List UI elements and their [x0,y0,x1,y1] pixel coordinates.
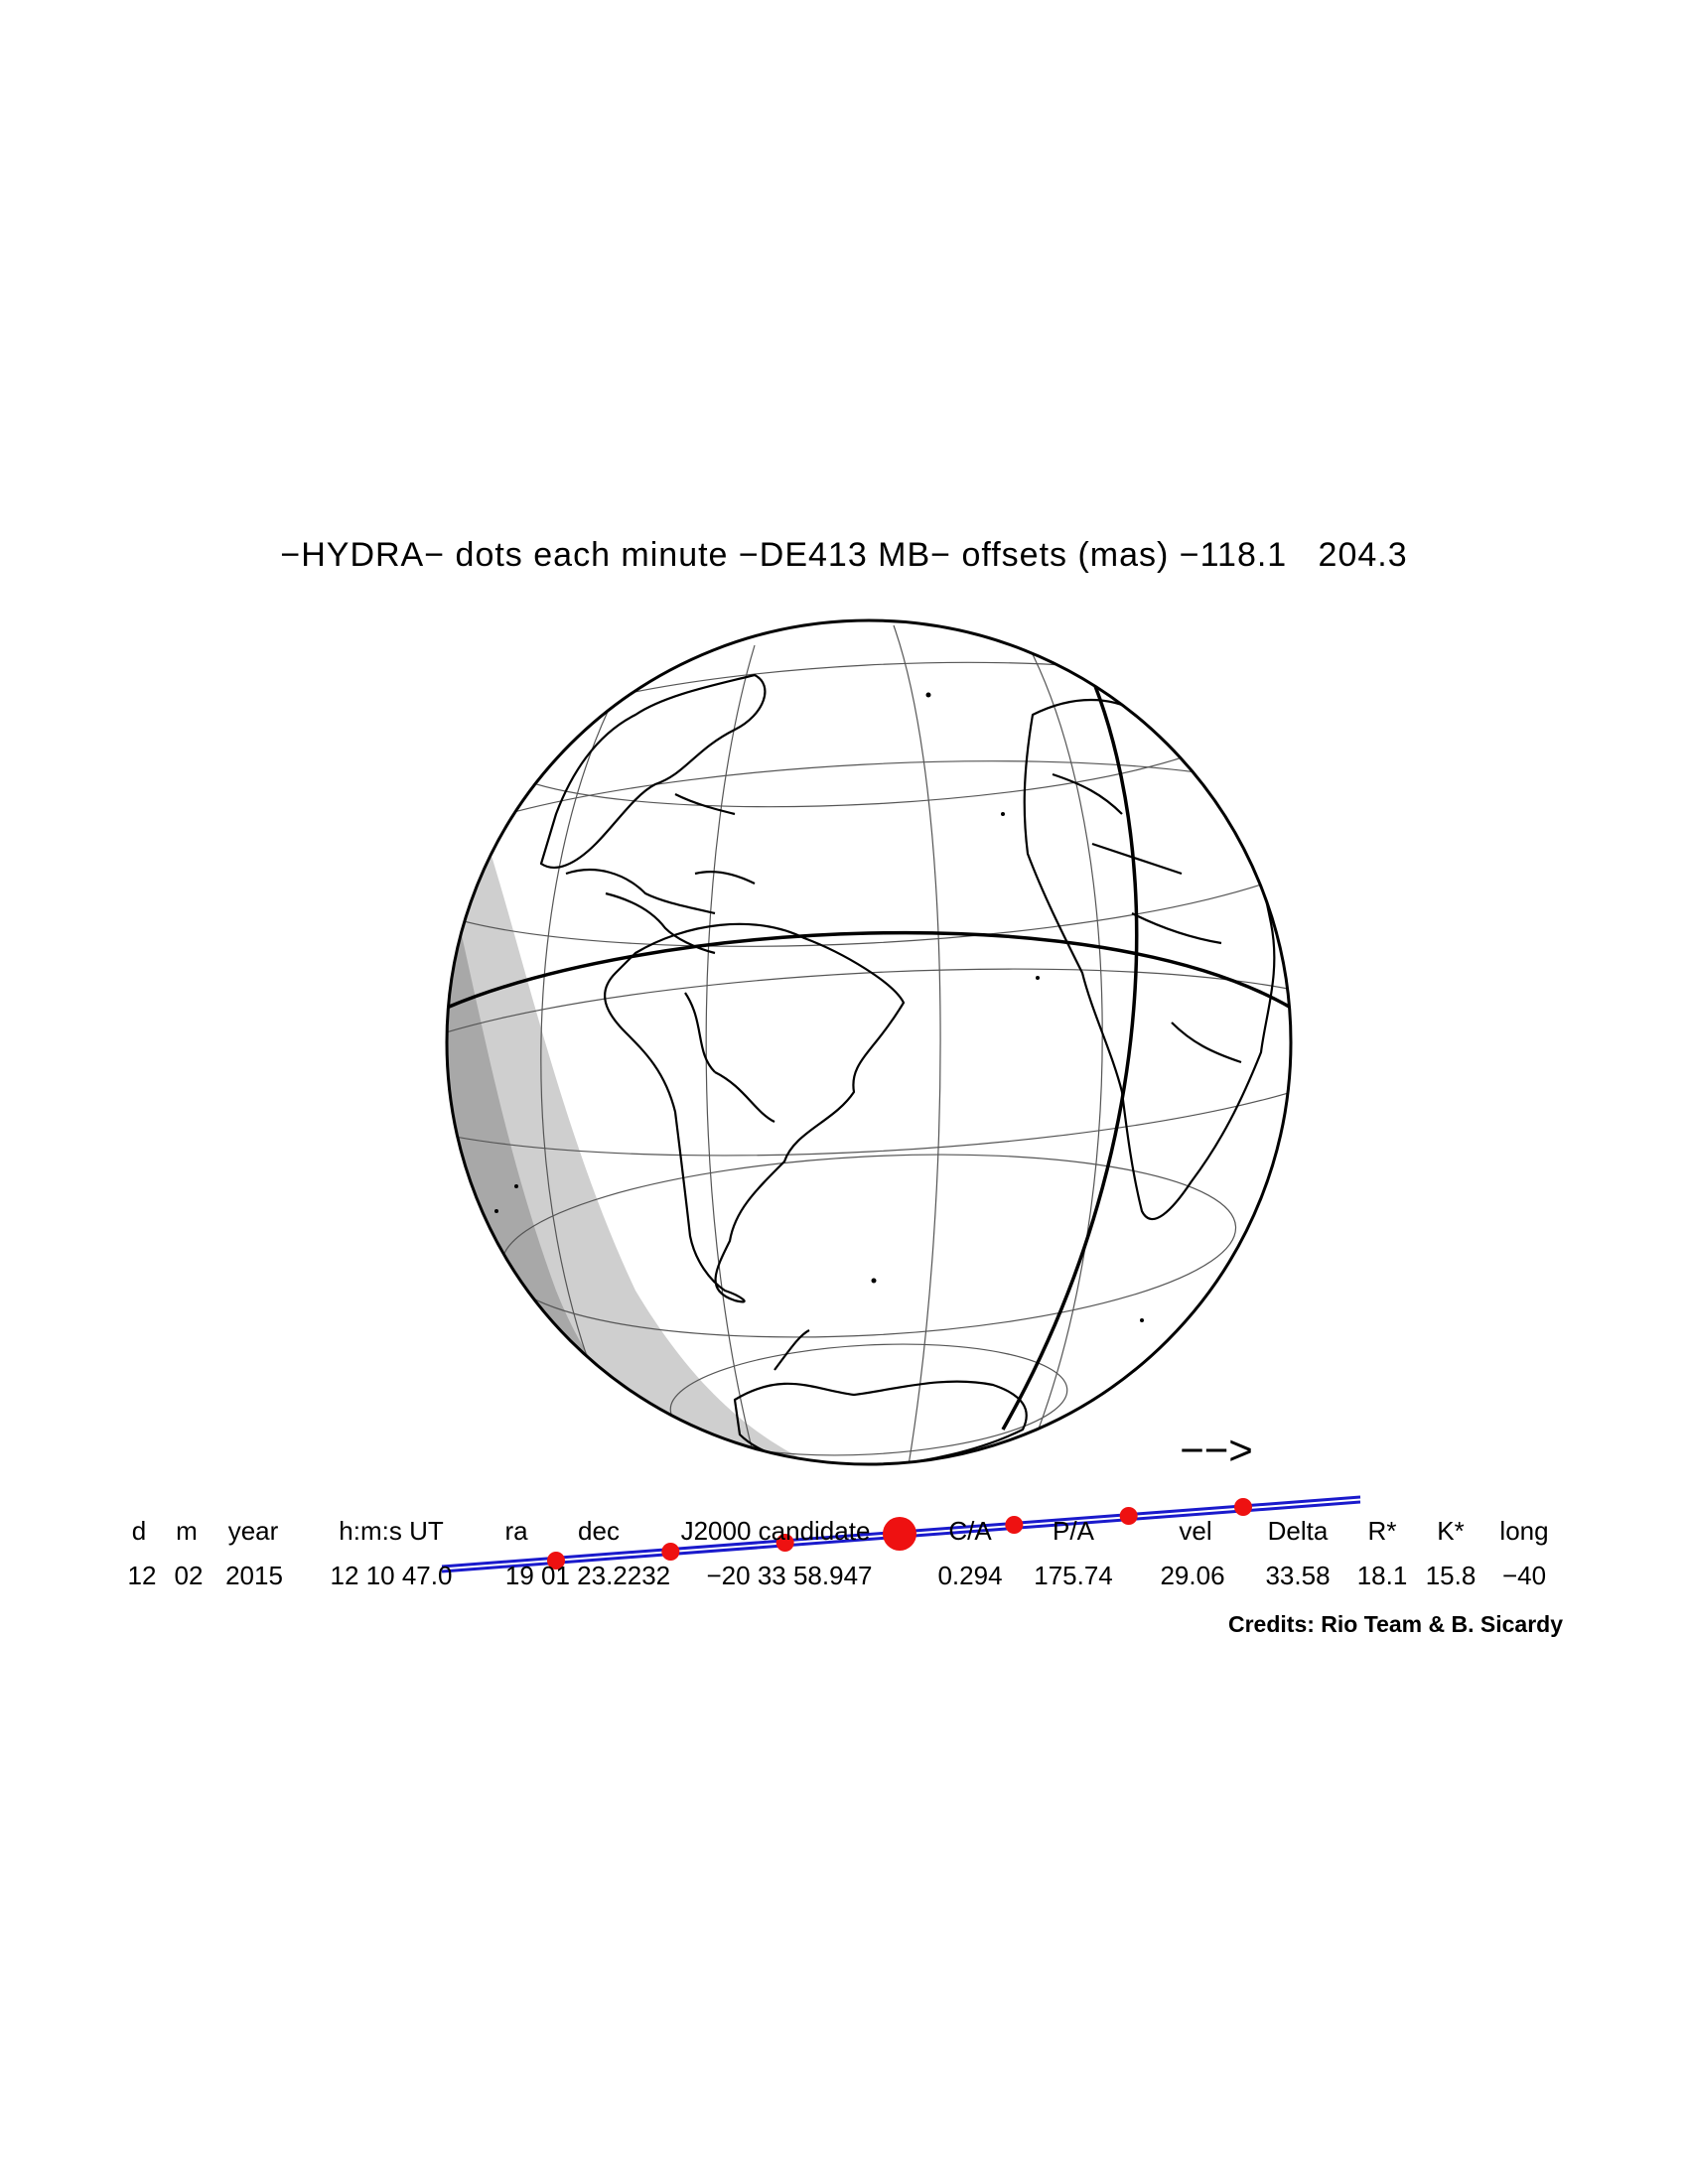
credits: Credits: Rio Team & B. Sicardy [1228,1611,1563,1637]
value-delta: 33.58 [1265,1561,1331,1590]
motion-direction-arrow: −−> [1180,1427,1253,1473]
closest-approach-dot [883,1517,916,1551]
minute-dot [1119,1507,1138,1525]
minute-dot [1005,1516,1024,1534]
header-ca: C/A [948,1516,992,1546]
value-kstar: 15.8 [1425,1561,1477,1590]
value-d: 12 [127,1561,157,1590]
header-pa: P/A [1053,1516,1094,1546]
value-rstar: 18.1 [1356,1561,1408,1590]
antarctica [733,1380,1028,1464]
south-america [604,922,906,1303]
minute-dot [547,1552,565,1570]
value-year: 2015 [225,1561,283,1590]
meridian-line [540,694,617,1431]
header-dec: dec [578,1516,620,1546]
header-long: long [1499,1516,1549,1546]
value-ra: 19 01 23.2232 [504,1561,671,1590]
header-d: d [131,1516,147,1546]
value-vel: 29.06 [1160,1561,1225,1590]
occultation-track [441,1495,1361,1573]
header-ra: ra [504,1516,528,1546]
parallel-line [447,760,1291,947]
meridian-line [893,624,941,1464]
meridian-line [705,644,756,1460]
value-pa: 175.74 [1034,1561,1113,1590]
header-candidate: J2000 candidate [680,1516,871,1546]
globe-disk [447,620,1291,1464]
header-kstar: K* [1437,1516,1465,1546]
value-m: 02 [174,1561,204,1590]
equator-line [447,930,1291,1010]
shadow-limit-line [1001,644,1139,1431]
value-ca: 0.294 [937,1561,1003,1590]
header-utc: h:m:s UT [339,1516,444,1546]
minute-dot [775,1534,794,1552]
header-rstar: R* [1367,1516,1397,1546]
header-delta: Delta [1267,1516,1329,1546]
header-vel: vel [1179,1516,1212,1546]
europe [1071,649,1163,676]
north-america [539,673,767,869]
islands [494,692,1144,1322]
minute-dot [661,1543,680,1561]
parallel-line [669,1343,1068,1456]
value-long: −40 [1501,1561,1547,1590]
value-utc: 12 10 47.0 [330,1561,453,1590]
value-dec: −20 33 58.947 [706,1561,873,1590]
globe-outline [445,618,1293,1466]
map-title: −HYDRA− dots each minute −DE413 MB− offs… [280,536,1408,574]
meridian-line [1022,634,1103,1445]
header-m: m [176,1516,198,1546]
central-america [605,891,716,955]
header-year: year [227,1516,279,1546]
minute-dot [1234,1498,1252,1516]
parallel-line [447,968,1291,1157]
